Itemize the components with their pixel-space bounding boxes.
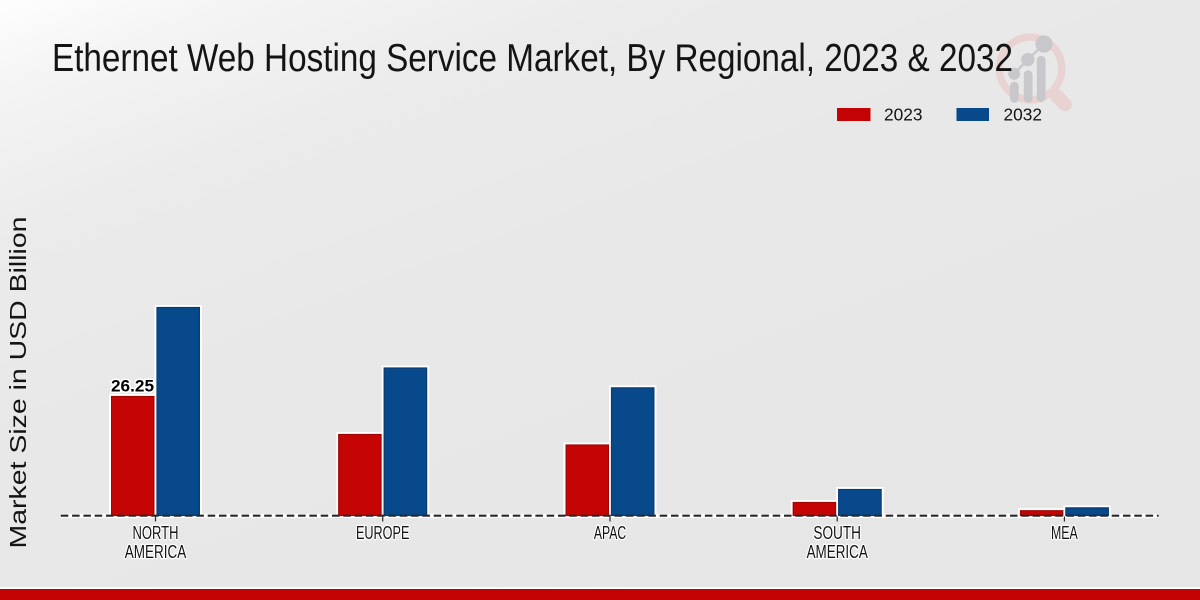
svg-text:2032: 2032: [1004, 105, 1043, 125]
svg-text:AMERICA: AMERICA: [125, 542, 187, 562]
svg-text:26.25: 26.25: [111, 377, 154, 396]
svg-text:Ethernet Web Hosting Service M: Ethernet Web Hosting Service Market, By …: [52, 37, 1013, 80]
svg-text:AMERICA: AMERICA: [807, 542, 868, 562]
svg-text:EUROPE: EUROPE: [356, 523, 410, 543]
svg-text:2023: 2023: [884, 105, 923, 125]
svg-text:Market Size in USD Billion: Market Size in USD Billion: [5, 217, 31, 549]
svg-text:MEA: MEA: [1051, 523, 1078, 543]
svg-text:NORTH: NORTH: [133, 523, 179, 543]
svg-text:APAC: APAC: [594, 523, 626, 543]
svg-text:SOUTH: SOUTH: [813, 523, 861, 543]
